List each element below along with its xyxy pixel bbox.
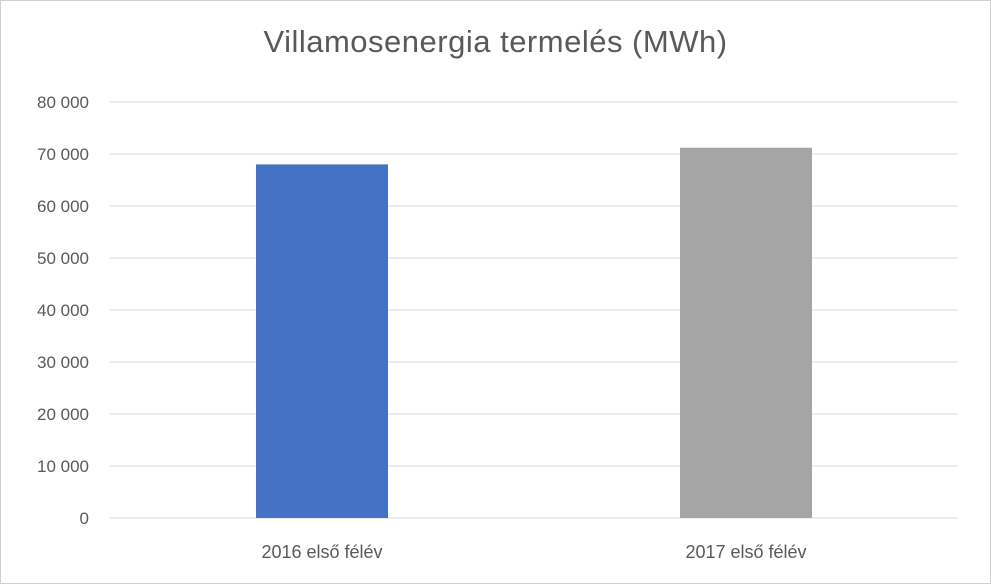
y-tick-label: 70 000 <box>37 145 89 164</box>
bars <box>256 147 812 518</box>
y-tick-label: 60 000 <box>37 197 89 216</box>
gridlines <box>110 101 958 519</box>
x-axis-category-labels: 2016 első félév 2017 első félév <box>261 542 806 562</box>
bar <box>680 147 812 518</box>
y-axis-tick-labels: 0 10 000 20 000 30 000 40 000 50 000 60 000 70 … <box>37 93 89 528</box>
y-tick-label: 10 000 <box>37 457 89 476</box>
bar <box>256 164 388 518</box>
y-tick-label: 30 000 <box>37 353 89 372</box>
y-tick-label: 80 000 <box>37 93 89 112</box>
y-tick-label: 20 000 <box>37 405 89 424</box>
x-category-label: 2016 első félév <box>261 542 382 562</box>
chart-title: Villamosenergia termelés (MWh) <box>263 24 728 59</box>
x-category-label: 2017 első félév <box>685 542 806 562</box>
y-tick-label: 50 000 <box>37 249 89 268</box>
y-tick-label: 40 000 <box>37 301 89 320</box>
y-tick-label: 0 <box>80 509 89 528</box>
